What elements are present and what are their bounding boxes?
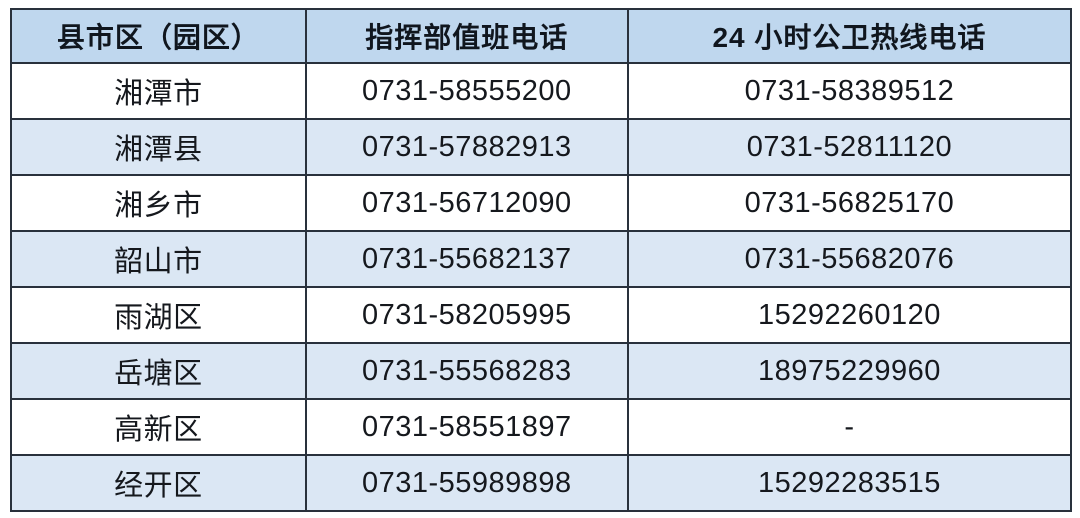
hotline-cell: - — [626, 398, 1073, 456]
hotline-cell: 0731-55682076 — [626, 230, 1073, 288]
table-row: 湘潭市 0731-58555200 0731-58389512 — [10, 62, 1073, 120]
duty-phone-cell: 0731-55989898 — [304, 454, 629, 512]
hotline-cell: 0731-56825170 — [626, 174, 1073, 232]
column-header-district: 县市区（园区） — [10, 8, 307, 64]
table-row: 湘潭县 0731-57882913 0731-52811120 — [10, 118, 1073, 176]
district-cell: 岳塘区 — [10, 342, 307, 400]
hotline-cell: 15292260120 — [626, 286, 1073, 344]
district-cell: 雨湖区 — [10, 286, 307, 344]
table-row: 湘乡市 0731-56712090 0731-56825170 — [10, 174, 1073, 232]
hotline-cell: 18975229960 — [626, 342, 1073, 400]
duty-phone-cell: 0731-56712090 — [304, 174, 629, 232]
duty-phone-cell: 0731-58205995 — [304, 286, 629, 344]
hotline-cell: 0731-58389512 — [626, 62, 1073, 120]
district-cell: 韶山市 — [10, 230, 307, 288]
table-row: 韶山市 0731-55682137 0731-55682076 — [10, 230, 1073, 288]
column-header-duty-phone: 指挥部值班电话 — [304, 8, 629, 64]
district-cell: 经开区 — [10, 454, 307, 512]
duty-phone-cell: 0731-55568283 — [304, 342, 629, 400]
table-row: 高新区 0731-58551897 - — [10, 398, 1073, 456]
hotline-cell: 15292283515 — [626, 454, 1073, 512]
duty-phone-cell: 0731-57882913 — [304, 118, 629, 176]
duty-phone-cell: 0731-58551897 — [304, 398, 629, 456]
district-cell: 高新区 — [10, 398, 307, 456]
duty-phone-cell: 0731-55682137 — [304, 230, 629, 288]
table-row: 雨湖区 0731-58205995 15292260120 — [10, 286, 1073, 344]
column-header-hotline: 24 小时公卫热线电话 — [626, 8, 1073, 64]
district-cell: 湘潭市 — [10, 62, 307, 120]
table-row: 经开区 0731-55989898 15292283515 — [10, 454, 1073, 512]
phone-directory-table: 县市区（园区） 指挥部值班电话 24 小时公卫热线电话 湘潭市 0731-585… — [10, 8, 1073, 512]
district-cell: 湘潭县 — [10, 118, 307, 176]
table-row: 岳塘区 0731-55568283 18975229960 — [10, 342, 1073, 400]
table-header-row: 县市区（园区） 指挥部值班电话 24 小时公卫热线电话 — [10, 8, 1073, 64]
district-cell: 湘乡市 — [10, 174, 307, 232]
duty-phone-cell: 0731-58555200 — [304, 62, 629, 120]
hotline-cell: 0731-52811120 — [626, 118, 1073, 176]
